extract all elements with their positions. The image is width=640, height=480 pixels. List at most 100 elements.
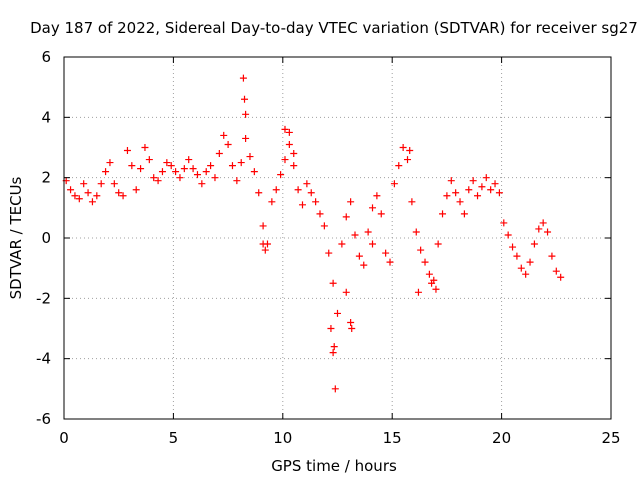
data-point	[303, 180, 311, 188]
y-tick-label: 0	[41, 229, 51, 247]
data-point	[211, 174, 219, 182]
data-point	[421, 258, 429, 266]
data-point	[242, 110, 250, 118]
data-point	[327, 325, 335, 332]
data-point	[298, 201, 306, 209]
data-point	[106, 159, 114, 167]
data-point	[399, 144, 407, 151]
data-point	[428, 279, 436, 287]
y-tick-label: -6	[36, 410, 51, 428]
data-point	[67, 186, 75, 194]
data-point	[504, 231, 512, 239]
data-point	[377, 210, 385, 218]
data-point	[75, 195, 83, 203]
data-point	[348, 325, 356, 332]
axis-ticks	[63, 56, 612, 420]
data-points	[62, 74, 565, 393]
data-point	[185, 156, 193, 164]
data-point	[557, 273, 565, 281]
data-point	[390, 180, 398, 188]
data-point	[487, 186, 495, 194]
data-point	[509, 243, 517, 251]
data-point	[242, 134, 250, 142]
data-point	[482, 174, 490, 182]
data-point	[347, 318, 355, 326]
data-point	[474, 192, 482, 200]
x-tick-label: 10	[273, 429, 292, 447]
data-point	[312, 198, 320, 206]
tick-labels: 0 5 10 15 20 25 -6 -4 -2 0 2 4 6	[36, 48, 621, 447]
data-point	[500, 219, 508, 227]
x-tick-label: 0	[59, 429, 69, 447]
data-point	[342, 213, 350, 221]
data-point	[320, 222, 328, 230]
data-point	[316, 210, 324, 218]
data-point	[128, 162, 136, 170]
data-point	[137, 165, 145, 173]
data-point	[364, 228, 372, 236]
y-tick-label: 6	[41, 48, 51, 66]
chart-title: Day 187 of 2022, Sidereal Day-to-day VTE…	[30, 19, 638, 37]
data-point	[460, 210, 468, 218]
data-point	[432, 285, 440, 293]
data-point	[290, 150, 298, 158]
data-point	[172, 168, 180, 176]
data-point	[261, 246, 269, 254]
x-tick-label: 15	[383, 429, 402, 447]
data-point	[259, 240, 267, 248]
data-point	[360, 261, 368, 269]
data-point	[404, 156, 412, 164]
data-point	[294, 186, 302, 194]
data-point	[417, 246, 425, 254]
data-point	[176, 174, 184, 182]
data-point	[434, 240, 442, 248]
data-point	[530, 240, 538, 248]
data-point	[154, 177, 162, 185]
data-point	[414, 288, 422, 296]
data-point	[513, 252, 521, 260]
x-tick-label: 25	[601, 429, 620, 447]
data-point	[246, 153, 254, 161]
data-point	[88, 198, 96, 206]
data-point	[552, 267, 560, 275]
data-point	[452, 189, 460, 197]
data-point	[331, 385, 339, 393]
data-point	[150, 174, 158, 182]
data-point	[123, 147, 131, 155]
data-point	[189, 165, 197, 173]
data-point	[325, 249, 333, 257]
y-tick-label: 4	[41, 108, 51, 126]
data-point	[207, 162, 215, 170]
data-point	[395, 162, 403, 170]
data-point	[202, 168, 210, 176]
data-point	[382, 249, 390, 257]
data-point	[334, 309, 341, 317]
data-point	[522, 270, 530, 278]
data-point	[84, 189, 92, 197]
data-point	[93, 192, 101, 200]
data-point	[285, 128, 293, 136]
data-point	[330, 343, 338, 351]
data-point	[425, 270, 433, 278]
data-point	[193, 171, 201, 179]
data-point	[163, 159, 171, 167]
x-tick-label: 20	[492, 429, 511, 447]
data-point	[465, 186, 473, 194]
data-point	[290, 162, 298, 170]
data-point	[526, 258, 534, 266]
data-point	[145, 156, 153, 164]
data-point	[259, 222, 267, 230]
y-tick-label: 2	[41, 169, 51, 187]
data-point	[237, 159, 245, 167]
data-point	[132, 186, 140, 194]
data-point	[198, 180, 206, 188]
data-point	[439, 210, 447, 218]
data-point	[373, 192, 381, 200]
data-point	[307, 189, 315, 197]
data-point	[110, 180, 118, 188]
data-point	[491, 180, 499, 188]
data-point	[342, 288, 350, 296]
data-point	[228, 162, 236, 170]
data-point	[215, 150, 223, 158]
